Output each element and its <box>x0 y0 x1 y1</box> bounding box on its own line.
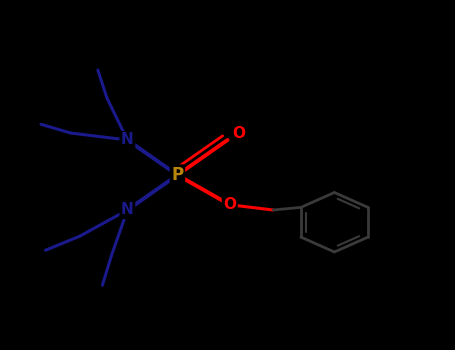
Text: N: N <box>121 203 134 217</box>
Text: N: N <box>121 133 134 147</box>
Text: P: P <box>172 166 183 184</box>
Text: O: O <box>233 126 245 140</box>
Text: O: O <box>223 197 236 212</box>
